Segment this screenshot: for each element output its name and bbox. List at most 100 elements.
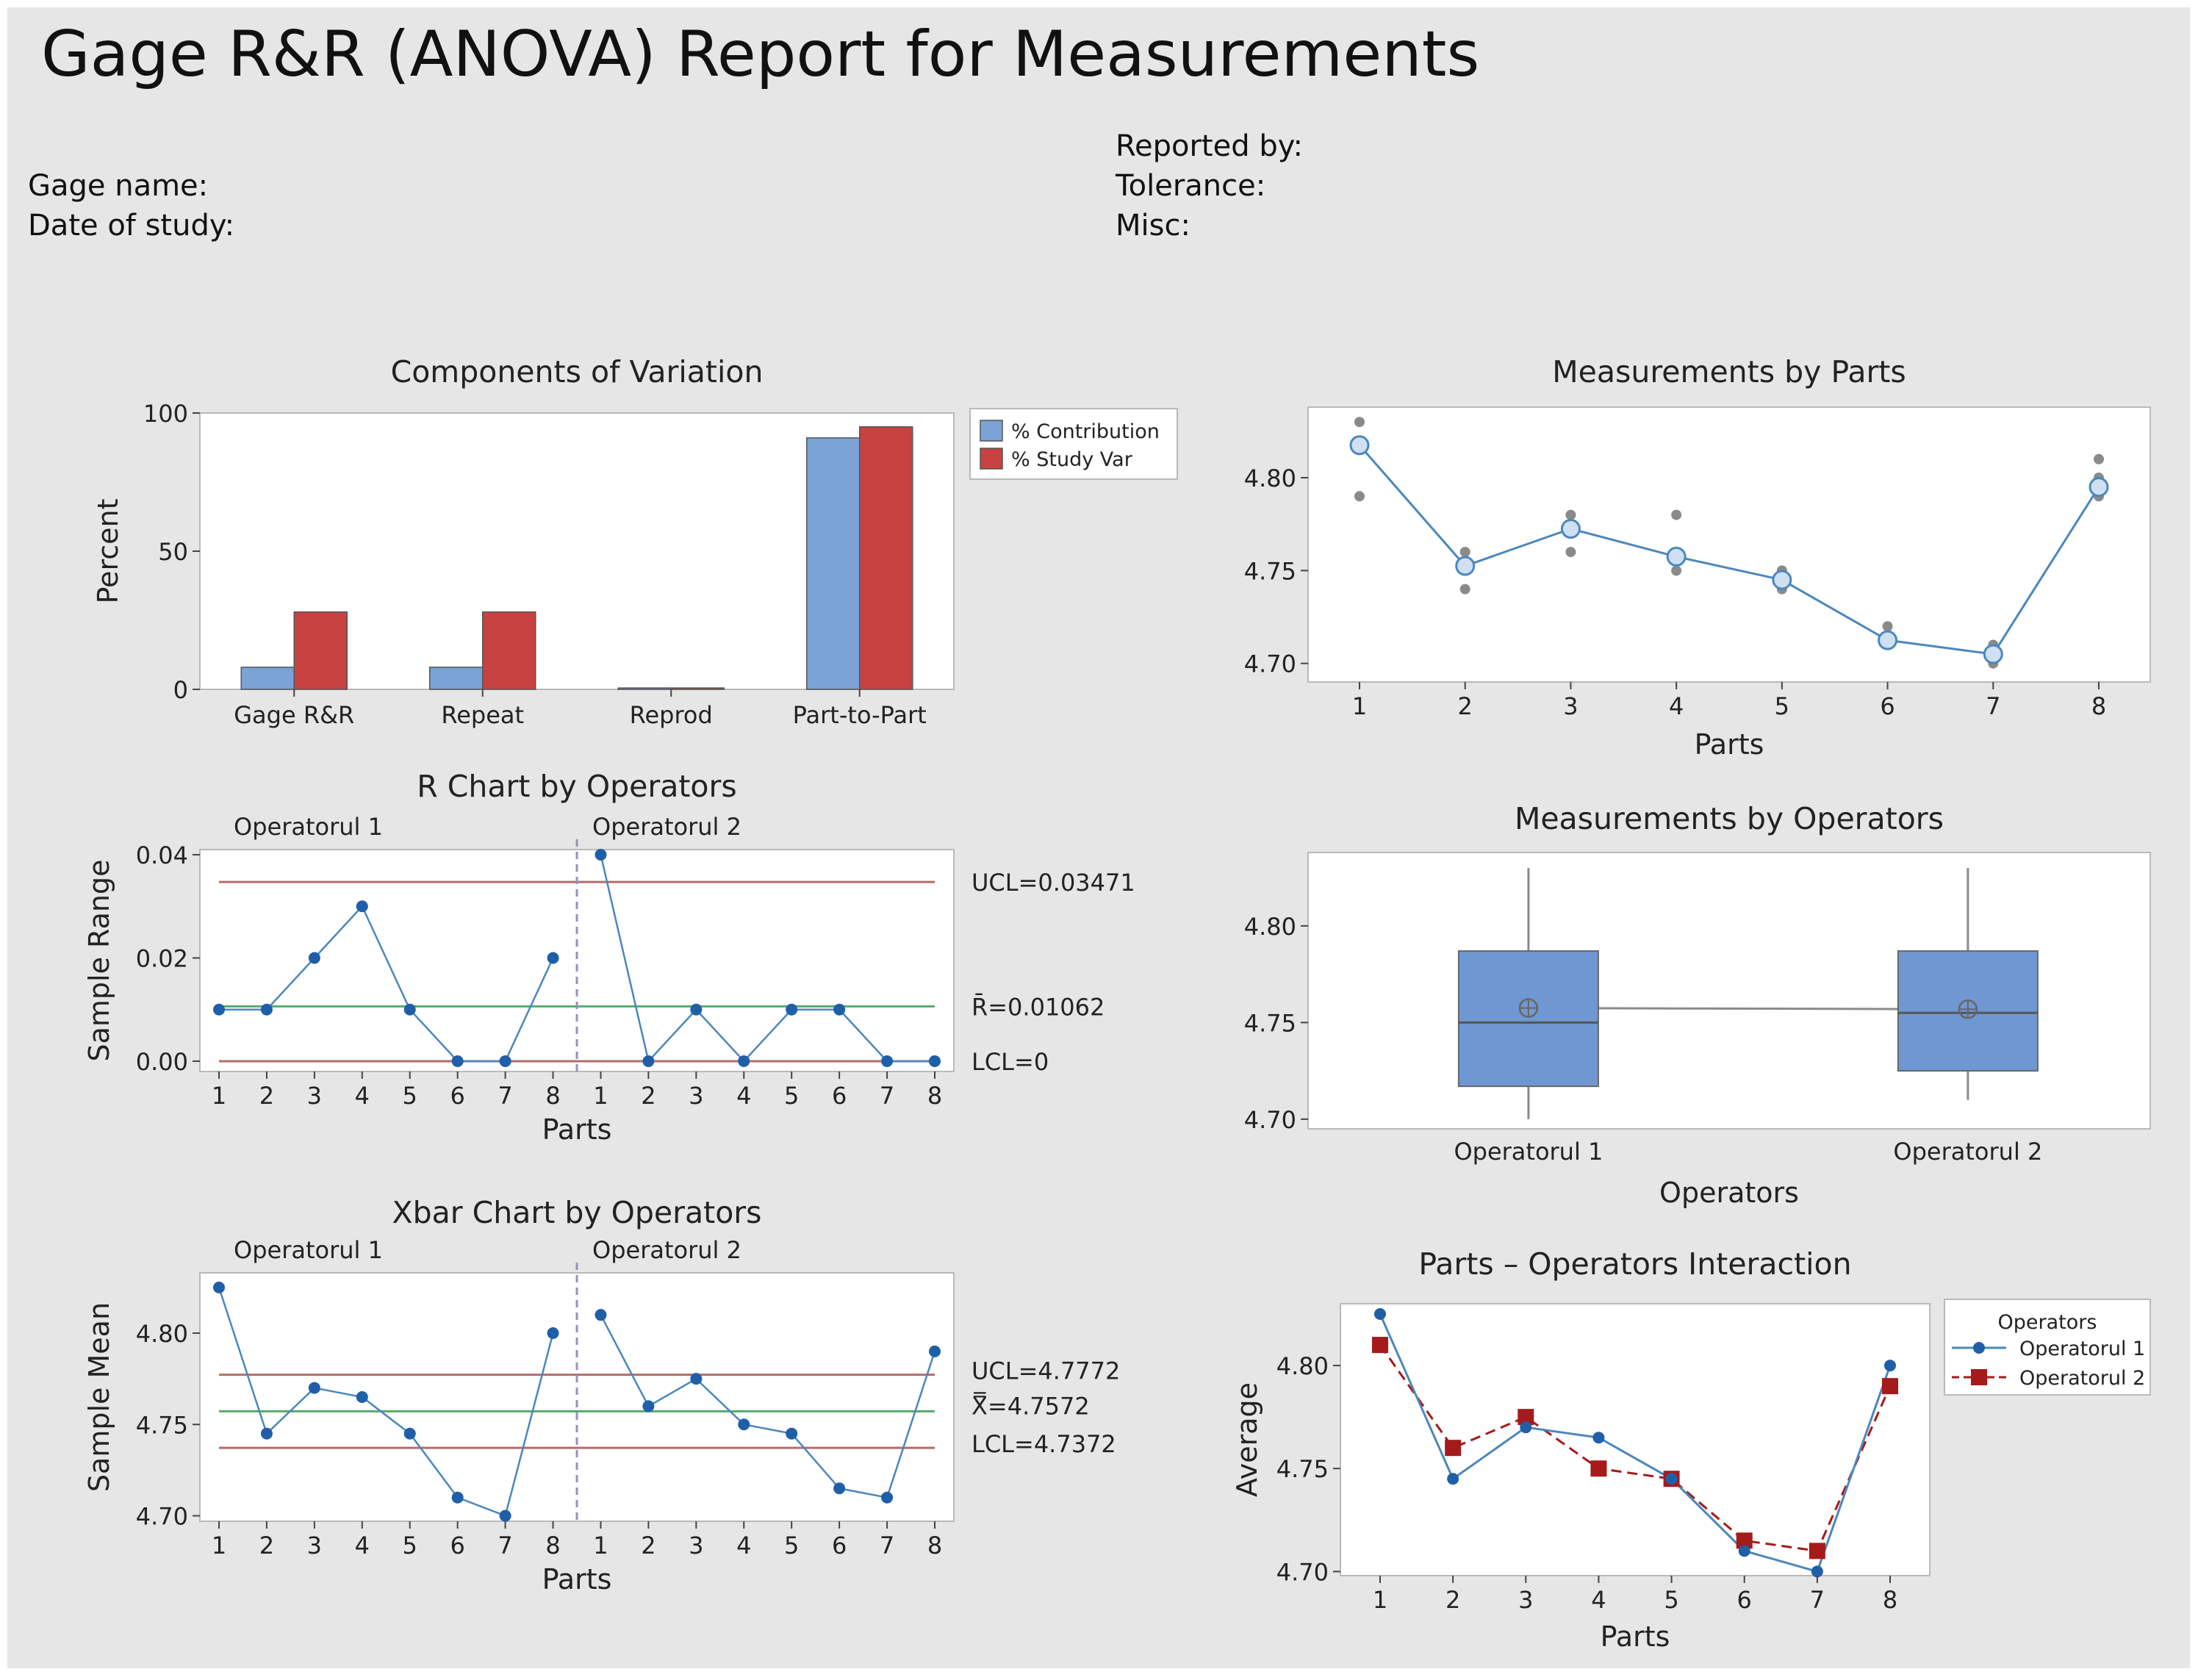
byparts-ytick-label: 4.80 xyxy=(1244,464,1296,492)
rchart-xtick-label: 4 xyxy=(355,1082,370,1110)
date-of-study-label: Date of study: xyxy=(28,209,235,243)
byparts-xtick-label: 8 xyxy=(2091,692,2106,720)
legend-label: Operatorul 2 xyxy=(2019,1367,2145,1390)
rchart-xtick-label: 5 xyxy=(784,1082,799,1110)
rchart-xtick-label: 2 xyxy=(259,1082,274,1110)
interaction-title: Parts – Operators Interaction xyxy=(1418,1246,1851,1282)
byparts-mean-marker xyxy=(1983,644,2003,664)
rchart-point xyxy=(642,1055,655,1067)
xbar-series-line xyxy=(600,1314,936,1499)
xbar-point xyxy=(499,1510,511,1522)
components-ytick-label: 50 xyxy=(158,538,188,566)
byparts-xtick-label: 6 xyxy=(1880,692,1894,720)
interaction-xlabel: Parts xyxy=(1601,1620,1670,1653)
byparts-mean-marker xyxy=(1560,519,1581,539)
byparts-observation xyxy=(1882,621,1893,632)
byparts-xtick-label: 1 xyxy=(1352,692,1367,720)
rchart-xtick-label: 6 xyxy=(450,1082,464,1110)
xbar-series-line xyxy=(218,1287,554,1518)
bar-studyvar xyxy=(859,426,913,690)
interaction-point-op2 xyxy=(1518,1409,1534,1426)
interaction-point-op1 xyxy=(1447,1473,1459,1485)
rchart-point xyxy=(547,952,559,964)
rchart-point xyxy=(451,1055,464,1067)
legend-label: Operatorul 1 xyxy=(2019,1338,2145,1360)
byparts-observation xyxy=(1671,509,1682,520)
xbar-point xyxy=(786,1427,798,1440)
legend-marker xyxy=(1973,1342,1985,1354)
components-category-label: Repeat xyxy=(441,701,524,729)
components-category-label: Part-to-Part xyxy=(793,701,927,729)
bar-contribution xyxy=(617,687,672,690)
rchart-point xyxy=(403,1003,416,1016)
rchart-point xyxy=(833,1003,846,1016)
interaction-point-op1 xyxy=(1665,1473,1678,1485)
interaction-ytick-label: 4.80 xyxy=(1276,1352,1329,1380)
byparts-mean-marker xyxy=(1772,570,1792,590)
legend-swatch xyxy=(980,448,1003,470)
rchart-series-line xyxy=(219,905,554,1063)
rchart-ylabel: Sample Range xyxy=(83,860,115,1062)
rchart-point xyxy=(595,849,607,861)
byparts-xtick-label: 4 xyxy=(1669,692,1684,720)
byparts-xtick-label: 5 xyxy=(1775,692,1789,720)
rchart-xtick-label: 1 xyxy=(212,1082,226,1110)
interaction-xtick-label: 6 xyxy=(1737,1586,1752,1614)
box-iqr xyxy=(1457,950,1599,1088)
byparts-mean-marker xyxy=(2089,477,2109,498)
legend-label: % Study Var xyxy=(1011,448,1133,471)
rchart-xlabel: Parts xyxy=(542,1113,612,1146)
rchart-xtick-label: 2 xyxy=(641,1082,656,1110)
xbar-point xyxy=(833,1482,846,1495)
byoperators-title: Measurements by Operators xyxy=(1515,801,1944,836)
xbar-point xyxy=(881,1491,894,1504)
components-ylabel: Percent xyxy=(92,499,124,604)
interaction-point-op1 xyxy=(1884,1360,1896,1372)
xbar-point xyxy=(738,1418,750,1431)
bar-contribution xyxy=(240,667,295,690)
xbar-xlabel: Parts xyxy=(542,1563,612,1595)
rchart-group-label: Operatorul 2 xyxy=(592,813,741,841)
xbar-ytick-label: 4.70 xyxy=(136,1503,188,1531)
interaction-point-op2 xyxy=(1372,1337,1388,1354)
byoperators-ytick-label: 4.75 xyxy=(1244,1009,1296,1037)
xbar-xtick-label: 4 xyxy=(355,1532,370,1559)
interaction-xtick-label: 5 xyxy=(1664,1586,1678,1614)
legend-marker xyxy=(1971,1369,1987,1385)
xbar-xtick-label: 8 xyxy=(545,1532,560,1559)
byoperators-category-label: Operatorul 1 xyxy=(1454,1138,1603,1166)
rchart-ytick-label: 0.02 xyxy=(136,944,188,972)
rchart-ytick-label: 0.04 xyxy=(136,841,188,869)
xbar-xtick-label: 3 xyxy=(307,1532,322,1559)
rchart-title: R Chart by Operators xyxy=(417,769,736,804)
xbar-xtick-label: 5 xyxy=(784,1532,799,1559)
interaction-legend: Operators Operatorul 1 Operatorul 2 xyxy=(1944,1299,2151,1396)
reported-by-label: Reported by: xyxy=(1116,129,1303,163)
components-chart: Components of Variation 0 50 100 Percent Gage… xyxy=(92,354,1178,729)
rchart-series-line xyxy=(600,854,935,1063)
interaction-xtick-label: 3 xyxy=(1518,1586,1533,1614)
xbar-xtick-label: 2 xyxy=(641,1532,656,1559)
interaction-point-op1 xyxy=(1738,1545,1750,1557)
bar-studyvar xyxy=(670,687,725,690)
xbar-point xyxy=(403,1427,416,1440)
xbar-xtick-label: 6 xyxy=(832,1532,847,1559)
interaction-xtick-label: 7 xyxy=(1810,1586,1825,1614)
rchart-lcl-label: LCL=0 xyxy=(971,1048,1049,1076)
byparts-title: Measurements by Parts xyxy=(1552,354,1906,390)
rchart-point xyxy=(690,1003,703,1016)
byparts-mean-marker xyxy=(1349,435,1370,456)
rchart-point xyxy=(308,952,320,964)
interaction-series-line xyxy=(1379,1313,1892,1573)
rchart-center-label: R̄=0.01062 xyxy=(971,993,1105,1022)
byparts-observation xyxy=(1459,547,1470,558)
xbar-xtick-label: 8 xyxy=(927,1532,942,1559)
rchart-xtick-label: 3 xyxy=(689,1082,703,1110)
legend-swatch xyxy=(980,420,1003,442)
byparts-observation xyxy=(1671,565,1682,576)
xbar-point xyxy=(595,1309,607,1321)
xbar-ylabel: Sample Mean xyxy=(83,1302,115,1492)
interaction-xtick-label: 8 xyxy=(1883,1586,1897,1614)
bar-contribution xyxy=(806,437,861,690)
byparts-xlabel: Parts xyxy=(1695,728,1764,761)
